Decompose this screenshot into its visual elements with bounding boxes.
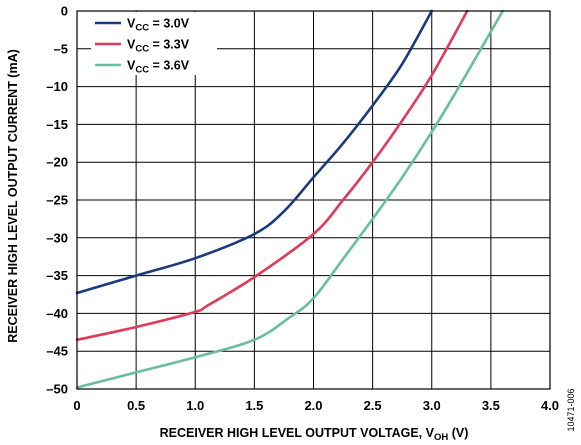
x-axis-label-sub: OH [434, 432, 448, 443]
y-tick-label: –35 [46, 268, 68, 283]
series-lines [75, 9, 504, 389]
figure-id: 10471-006 [566, 388, 576, 431]
x-axis-label-unit: (V) [452, 426, 469, 440]
plot-frame [76, 10, 551, 390]
series-line-3 [75, 9, 504, 389]
series-line-1 [75, 9, 434, 295]
y-tick-label: –25 [46, 193, 68, 208]
y-tick-label: –50 [46, 382, 68, 397]
y-tick-label: –40 [46, 306, 68, 321]
y-tick-label: –10 [46, 79, 68, 94]
series-line-2 [75, 9, 469, 342]
y-axis-label: RECEIVER HIGH LEVEL OUTPUT CURRENT (mA) [6, 49, 20, 343]
y-tick-label: –5 [54, 41, 68, 56]
x-tick-label: 2.5 [364, 398, 382, 413]
legend-label-1: VCC = 3.0V [127, 17, 190, 34]
y-tick-label: –45 [46, 344, 68, 359]
x-tick-label: 1.5 [245, 398, 263, 413]
y-tick-label: –15 [46, 117, 68, 132]
y-axis-ticks: 0 –5 –10 –15 –20 –25 –30 –35 –40 –45 –50 [46, 4, 68, 397]
x-axis-label: RECEIVER HIGH LEVEL OUTPUT VOLTAGE, VOH … [160, 426, 469, 443]
x-tick-label: 2.0 [304, 398, 322, 413]
x-tick-label: 3.0 [423, 398, 441, 413]
y-tick-label: 0 [61, 4, 68, 19]
x-axis-ticks: 0 0.5 1.0 1.5 2.0 2.5 3.0 3.5 4.0 [73, 398, 559, 413]
x-axis-label-main: RECEIVER HIGH LEVEL OUTPUT VOLTAGE, V [160, 426, 435, 440]
x-tick-label: 4.0 [541, 398, 559, 413]
y-tick-label: –30 [46, 230, 68, 245]
x-tick-label: 1.0 [186, 398, 204, 413]
x-tick-label: 3.5 [482, 398, 500, 413]
x-tick-label: 0.5 [127, 398, 145, 413]
legend-label-3: VCC = 3.6V [127, 59, 190, 76]
legend: VCC = 3.0V VCC = 3.3V VCC = 3.6V [91, 12, 217, 76]
legend-label-2: VCC = 3.3V [127, 38, 190, 55]
x-tick-label: 0 [73, 398, 80, 413]
y-tick-label: –20 [46, 155, 68, 170]
